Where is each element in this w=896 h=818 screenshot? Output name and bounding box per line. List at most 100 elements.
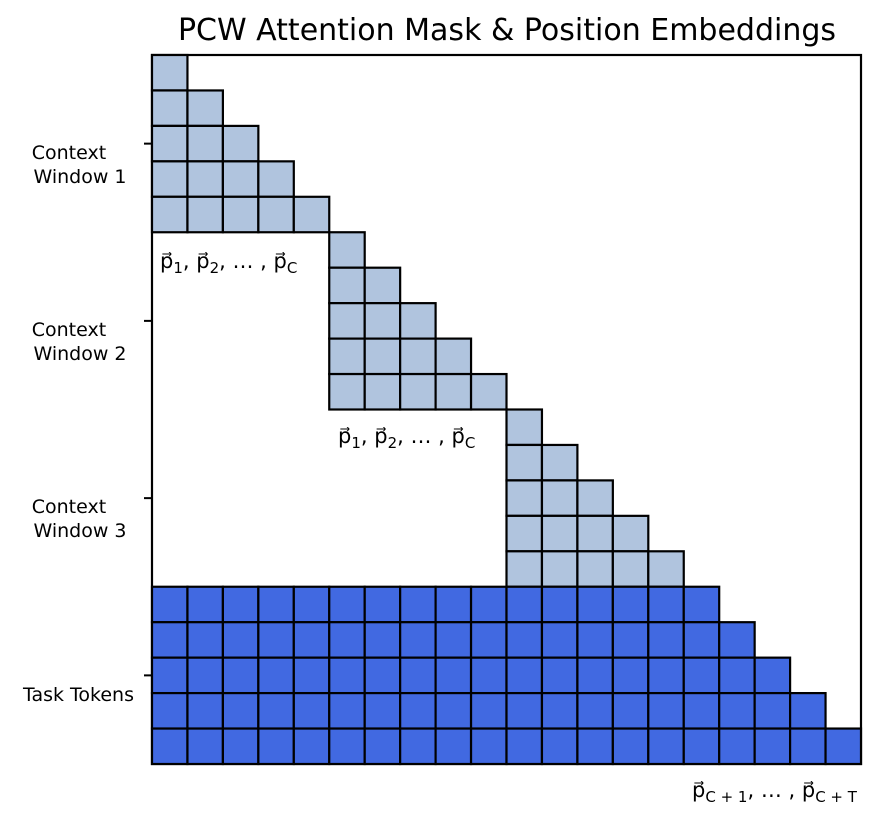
context-window-cell [150, 160, 189, 198]
task-token-cell [328, 727, 366, 766]
position-separator: , … , p⃗ [397, 424, 465, 448]
context-window-cell [328, 266, 366, 305]
context-window-cell [186, 124, 224, 163]
position-vector: p⃗ [338, 424, 351, 448]
task-token-cell [434, 727, 473, 766]
position-separator: , p⃗ [183, 249, 210, 273]
context-window-cell [505, 514, 544, 553]
task-token-cell [257, 691, 295, 730]
task-token-cell [469, 621, 508, 659]
y-axis-ticks [144, 142, 152, 677]
y-label-line: Context [32, 496, 106, 518]
task-position-label: p⃗C + 1, … , p⃗C + T [692, 778, 858, 806]
position-subscript: C + T [815, 788, 858, 806]
task-token-cell [540, 656, 579, 695]
window-1-position-label: p⃗1, p⃗2, … , p⃗C [160, 249, 297, 277]
task-token-cell [469, 585, 508, 624]
context-window-cell [257, 195, 295, 234]
task-token-cell [363, 585, 402, 624]
context-window-cell [434, 337, 473, 376]
context-window-cell [257, 160, 295, 198]
task-token-cell [328, 656, 366, 695]
context-window-cell [150, 53, 189, 92]
context-window-cell [576, 479, 614, 517]
context-window-cell [505, 408, 544, 447]
task-token-cell [257, 621, 295, 659]
task-token-cell [682, 656, 721, 695]
context-window-cell [221, 124, 260, 163]
y-label-context-window-2: Context Window 2 [32, 319, 127, 365]
position-subscript: 1 [173, 259, 183, 277]
context-window-cell [150, 195, 189, 234]
task-token-cell [292, 691, 331, 730]
position-subscript: C [465, 434, 475, 452]
position-subscript: C + 1 [705, 788, 747, 806]
position-vector: p⃗ [160, 249, 173, 273]
task-token-cell [540, 691, 579, 730]
position-separator: , … , p⃗ [219, 249, 287, 273]
context-window-cell [540, 443, 579, 482]
task-token-cell [505, 621, 544, 659]
task-token-cell [647, 585, 685, 624]
y-label-context-window-1: Context Window 1 [32, 142, 127, 188]
task-token-cell [363, 691, 402, 730]
context-window-cell [150, 89, 189, 127]
position-labels: p⃗1, p⃗2, … , p⃗C p⃗1, p⃗2, … , p⃗C p⃗C … [160, 249, 858, 806]
task-token-cell [718, 656, 756, 695]
position-subscript: 2 [388, 434, 398, 452]
task-token-cell [257, 585, 295, 624]
task-token-cell [328, 621, 366, 659]
task-token-cell [540, 621, 579, 659]
task-token-cell [505, 656, 544, 695]
task-token-cell [788, 691, 827, 730]
task-token-cell [150, 727, 189, 766]
task-token-cell [292, 621, 331, 659]
task-token-cell [682, 621, 721, 659]
y-axis-labels: Context Window 1 Context Window 2 Contex… [22, 142, 134, 706]
task-token-cell [186, 691, 224, 730]
position-separator: , … , p⃗ [747, 778, 815, 802]
task-token-cell [221, 656, 260, 695]
task-token-cell [611, 656, 650, 695]
task-token-cell [647, 727, 685, 766]
task-token-cell [186, 585, 224, 624]
context-window-cell [186, 89, 224, 127]
position-subscript: 2 [210, 259, 220, 277]
task-token-cell [257, 727, 295, 766]
task-token-cell [221, 585, 260, 624]
task-token-cell [505, 691, 544, 730]
task-token-cell [824, 727, 863, 766]
context-window-cell [540, 550, 579, 588]
task-token-cell [363, 727, 402, 766]
figure-title: PCW Attention Mask & Position Embeddings [178, 13, 836, 48]
task-token-cell [221, 691, 260, 730]
task-token-cell [221, 727, 260, 766]
context-window-cell [363, 372, 402, 411]
task-token-cell [647, 621, 685, 659]
context-window-cell [399, 337, 437, 376]
context-window-cell [611, 514, 650, 553]
task-token-cell [257, 656, 295, 695]
task-token-cell [469, 727, 508, 766]
y-label-line: Context [32, 142, 106, 164]
context-window-cell [363, 266, 402, 305]
task-token-cell [753, 691, 792, 730]
context-window-cell [647, 550, 685, 588]
position-vector: p⃗ [692, 778, 705, 802]
task-token-cell [399, 727, 437, 766]
task-token-cell [469, 656, 508, 695]
context-window-cell [221, 195, 260, 234]
task-token-cell [540, 727, 579, 766]
context-window-cell [328, 302, 366, 340]
y-label-line: Window 1 [33, 166, 126, 188]
task-token-cell [682, 585, 721, 624]
task-token-cell [292, 727, 331, 766]
task-token-cell [399, 585, 437, 624]
task-token-cell [186, 621, 224, 659]
task-token-cell [718, 691, 756, 730]
mask-cells [150, 53, 863, 766]
task-token-cell [434, 621, 473, 659]
window-2-position-label: p⃗1, p⃗2, … , p⃗C [338, 424, 475, 452]
context-window-cell [576, 514, 614, 553]
